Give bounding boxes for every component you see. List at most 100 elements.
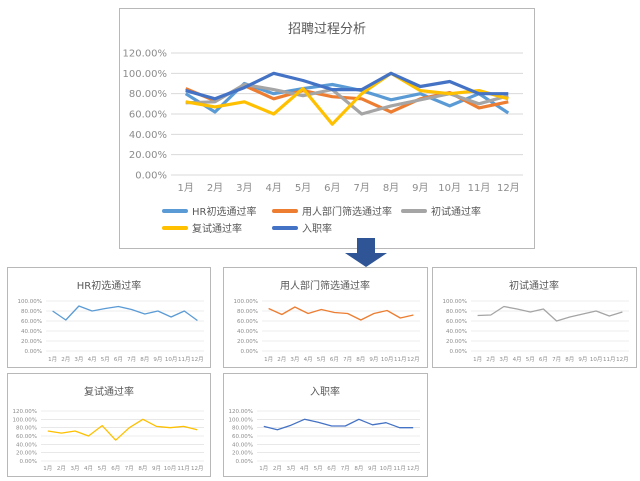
- y-tick-label: 80.00%: [446, 309, 467, 315]
- x-tick-label: 11月: [177, 465, 190, 472]
- x-tick-label: 12月: [191, 465, 204, 472]
- dept-screening-line-chart: 用人部门筛选通过率 0.00% 20.00% 40.00% 60.00% 80.00% 10…: [234, 279, 420, 363]
- y-tick-label: 20.00%: [232, 451, 253, 457]
- y-tick-label: 80.00%: [237, 309, 258, 315]
- x-tick-label: 5月: [295, 182, 311, 194]
- x-tick-label: 3月: [286, 465, 295, 472]
- y-tick-label: 80.00%: [129, 89, 167, 100]
- x-tick-label: 1月: [264, 356, 273, 363]
- x-tick-label: 9月: [369, 356, 378, 363]
- onboarding-line-chart: 入职率 0.00% 20.00% 40.00% 60.00% 80.00% 100.00% 1…: [229, 385, 420, 472]
- x-tick-label: 1月: [177, 182, 193, 194]
- x-tick-label: 12月: [407, 356, 420, 363]
- second-interview-chart-panel: 复试通过率 0.00% 20.00% 40.00% 60.00% 80.00% 100.00…: [7, 373, 211, 477]
- first-interview-line-chart: 初试通过率 0.00% 20.00% 40.00% 60.00% 80.00% 100.00…: [443, 279, 629, 363]
- x-tick-label: 10月: [438, 182, 461, 194]
- y-tick-label: 40.00%: [129, 130, 167, 141]
- main-chart-panel: 招聘过程分析 0.00% 20.00% 40.00% 60.00% 80.00% 100.0…: [119, 8, 535, 249]
- y-tick-label: 0.00%: [20, 459, 37, 465]
- x-tick-label: 7月: [343, 356, 352, 363]
- main-line-chart: 招聘过程分析 0.00% 20.00% 40.00% 60.00% 80.00% 100.0…: [123, 22, 523, 235]
- x-tick-label: 2月: [57, 465, 66, 472]
- y-tick-label: 120.00%: [13, 409, 37, 415]
- y-tick-label: 100.00%: [234, 299, 258, 305]
- x-tick-label: 2月: [277, 356, 286, 363]
- y-tick-label: 100.00%: [229, 417, 253, 423]
- x-tick-label: 9月: [368, 465, 377, 472]
- x-tick-label: 9月: [152, 465, 161, 472]
- legend-item: 复试通过率: [162, 222, 242, 235]
- onboarding-chart-panel: 入职率 0.00% 20.00% 40.00% 60.00% 80.00% 100.00% 1…: [223, 373, 428, 477]
- series-line: [185, 71, 509, 126]
- series-line: [185, 82, 509, 116]
- x-tick-label: 7月: [127, 356, 136, 363]
- y-tick-label: 60.00%: [446, 319, 467, 325]
- x-tick-label: 1月: [473, 356, 482, 363]
- x-tick-label: 1月: [259, 465, 268, 472]
- y-tick-label: 20.00%: [237, 339, 258, 345]
- y-tick-label: 100.00%: [443, 299, 467, 305]
- series-line: [52, 305, 198, 322]
- y-tick-label: 120.00%: [123, 49, 168, 60]
- x-tick-label: 8月: [383, 182, 399, 194]
- first-interview-chart-panel: 初试通过率 0.00% 20.00% 40.00% 60.00% 80.00% 100.00…: [432, 267, 637, 368]
- x-tick-label: 11月: [178, 356, 191, 363]
- y-tick-label: 0.00%: [135, 171, 167, 182]
- x-tick-label: 8月: [565, 356, 574, 363]
- x-tick-label: 4月: [304, 356, 313, 363]
- y-tick-label: 100.00%: [13, 417, 37, 423]
- y-tick-label: 20.00%: [16, 451, 37, 457]
- x-tick-label: 9月: [153, 356, 162, 363]
- x-tick-label: 2月: [207, 182, 223, 194]
- legend-item: 入职率: [272, 222, 332, 235]
- x-tick-label: 10月: [165, 356, 178, 363]
- x-tick-label: 10月: [381, 356, 394, 363]
- x-tick-label: 5月: [526, 356, 535, 363]
- x-tick-label: 3月: [70, 465, 79, 472]
- x-tick-label: 8月: [356, 356, 365, 363]
- chart-title: 复试通过率: [84, 385, 134, 398]
- legend-item: 初试通过率: [401, 205, 481, 218]
- legend-label: 用人部门筛选通过率: [302, 205, 392, 218]
- x-tick-label: 6月: [327, 465, 336, 472]
- x-tick-label: 7月: [353, 182, 369, 194]
- y-tick-label: 60.00%: [129, 110, 167, 121]
- y-tick-label: 60.00%: [232, 434, 253, 440]
- y-tick-label: 20.00%: [21, 339, 42, 345]
- x-tick-label: 12月: [497, 182, 520, 194]
- y-tick-label: 60.00%: [237, 319, 258, 325]
- legend-label: HR初选通过率: [192, 205, 256, 218]
- y-tick-label: 100.00%: [123, 69, 168, 80]
- x-tick-label: 6月: [330, 356, 339, 363]
- legend-item: 用人部门筛选通过率: [272, 205, 392, 218]
- chart-title: 招聘过程分析: [288, 22, 366, 37]
- chart-title: 初试通过率: [509, 279, 559, 292]
- x-tick-label: 3月: [499, 356, 508, 363]
- x-tick-label: 5月: [98, 465, 107, 472]
- y-tick-label: 40.00%: [446, 329, 467, 335]
- y-tick-label: 80.00%: [21, 309, 42, 315]
- y-tick-label: 40.00%: [21, 329, 42, 335]
- y-tick-label: 60.00%: [16, 434, 37, 440]
- x-tick-label: 2月: [273, 465, 282, 472]
- x-tick-label: 5月: [314, 465, 323, 472]
- second-interview-line-chart: 复试通过率 0.00% 20.00% 40.00% 60.00% 80.00% 100.00…: [13, 385, 204, 472]
- x-tick-label: 7月: [552, 356, 561, 363]
- y-tick-label: 20.00%: [446, 339, 467, 345]
- y-tick-label: 120.00%: [229, 409, 253, 415]
- x-tick-label: 2月: [486, 356, 495, 363]
- x-tick-label: 10月: [164, 465, 177, 472]
- y-tick-label: 0.00%: [241, 349, 258, 355]
- x-tick-label: 12月: [191, 356, 204, 363]
- legend-label: 复试通过率: [192, 222, 242, 235]
- x-tick-label: 8月: [138, 465, 147, 472]
- hr-screening-chart-panel: HR初选通过率 0.00% 20.00% 40.00% 60.00% 80.00% 100.…: [7, 267, 211, 368]
- y-tick-label: 40.00%: [232, 442, 253, 448]
- x-tick-label: 4月: [265, 182, 281, 194]
- x-tick-label: 4月: [84, 465, 93, 472]
- x-tick-label: 10月: [380, 465, 393, 472]
- series-line: [47, 418, 198, 441]
- x-tick-label: 12月: [616, 356, 629, 363]
- legend-label: 入职率: [302, 222, 332, 235]
- x-tick-label: 4月: [513, 356, 522, 363]
